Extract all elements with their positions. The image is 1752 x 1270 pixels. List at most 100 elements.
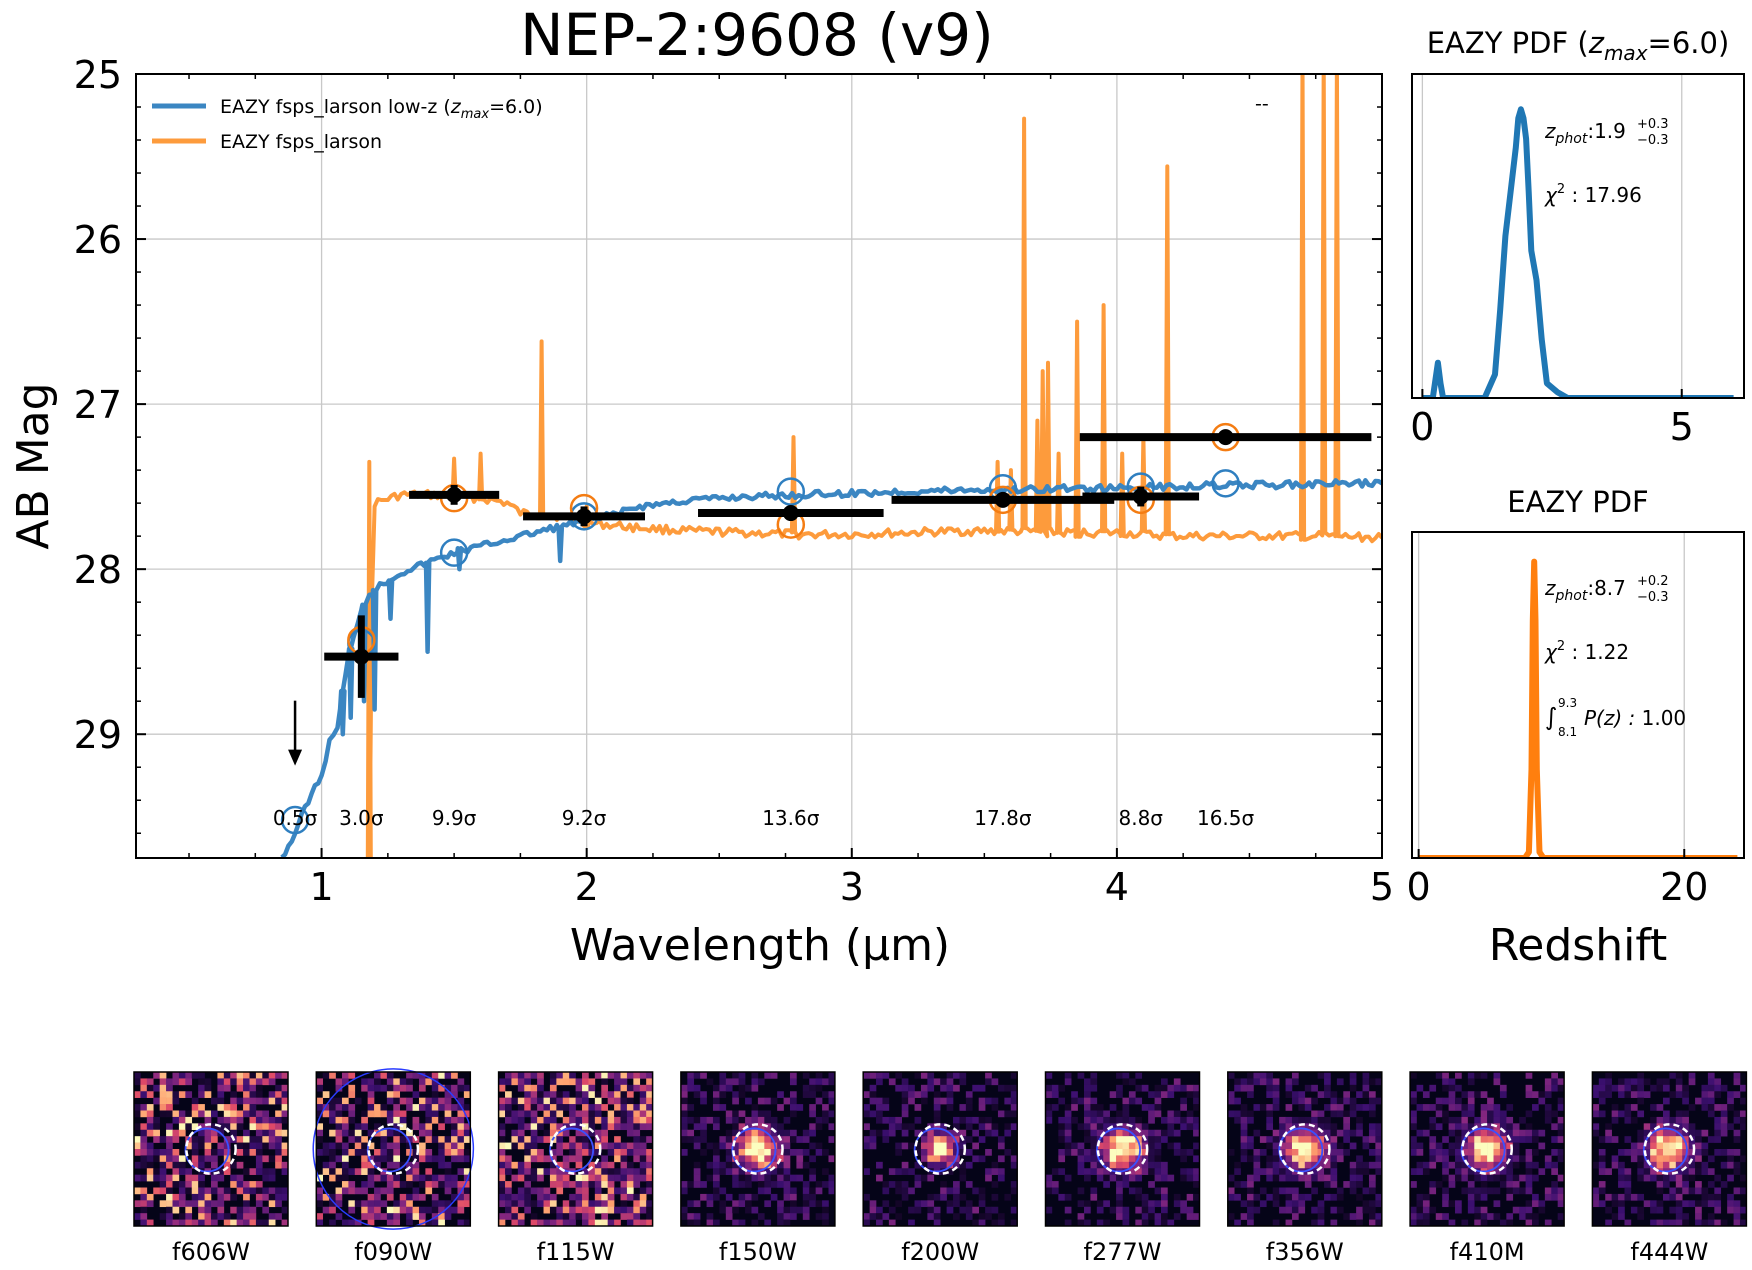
cutout-pixel [1317,1200,1325,1208]
corner-mark: -- [1255,93,1269,115]
cutout-pixel [646,1219,653,1227]
cutout-pixel [1240,1104,1248,1111]
cutout-pixel [783,1116,791,1124]
cutout-pixel [908,1084,915,1092]
cutout-pixel [693,1136,701,1143]
cutout-pixel [1173,1116,1181,1124]
cutout-pixel [211,1200,218,1208]
cutout-pixel [505,1116,512,1124]
cutout-pixel [594,1187,602,1195]
cutout-pixel [876,1078,883,1086]
cutout-pixel [946,1187,954,1195]
cutout-pixel [777,1213,784,1220]
cutout-pixel [1135,1149,1143,1156]
cutout-pixel [1311,1155,1318,1163]
cutout-pixel [1467,1129,1475,1137]
cutout-pixel [431,1174,439,1182]
cutout-pixel [1733,1091,1741,1098]
cutout-pixel [511,1097,519,1105]
cutout-pixel [607,1161,615,1169]
cutout-pixel [348,1104,356,1111]
cutout-pixel [1116,1084,1123,1092]
cutout-pixel [594,1200,602,1208]
cutout-pixel [1109,1129,1117,1137]
model-point-blue [776,477,806,506]
cutout-pixel [777,1174,784,1182]
cutout-pixel [1266,1136,1274,1143]
cutout-pixel [1227,1193,1235,1201]
cutout-aperture [732,1123,784,1175]
cutout-pixel [1116,1116,1123,1124]
cutout-pixel [1650,1142,1657,1150]
cutout-pixel [1045,1116,1053,1124]
cutout-pixel [1525,1187,1533,1195]
cutout-pixel [329,1110,336,1118]
cutout-pixel [1090,1155,1098,1163]
cutout-pixel [888,1181,896,1188]
cutout-pixel [1532,1149,1539,1156]
cutout-pixel [1071,1116,1078,1124]
cutout-pixel [1285,1219,1293,1227]
cutout-pixel [614,1116,621,1124]
cutout-pixel [1116,1174,1123,1182]
cutout-pixel [1448,1091,1456,1098]
cutout-pixel [329,1072,336,1079]
cutout-pixel [1598,1187,1606,1195]
cutout-pixel [361,1084,368,1092]
cutout-pixel [1362,1104,1370,1111]
cutout-pixel [524,1084,531,1092]
cutout-pixel [1375,1142,1383,1150]
cutout-pixel [172,1149,180,1156]
cutout-pixel [412,1174,420,1182]
cutout-pixel [863,1136,870,1143]
cutout-pixel [687,1219,695,1227]
cutout-pixel [230,1174,237,1182]
cutout-pixel [802,1084,810,1092]
cutout-pixel [594,1174,602,1182]
cutout-pixel [1592,1123,1600,1131]
cutout-pixel [1720,1149,1728,1156]
cutout-pixel [1727,1161,1734,1169]
cutout-pixel [764,1072,772,1079]
cutout-pixel [946,1168,954,1175]
cutout-pixel [412,1149,420,1156]
cutout-pixel [639,1110,647,1118]
cutout-pixel [1259,1200,1267,1208]
cutout-pixel [594,1206,602,1214]
cutout-pixel [1128,1078,1136,1086]
cutout-pixel [725,1168,733,1175]
cutout-pixel [1096,1155,1104,1163]
cutout-pixel [626,1213,634,1220]
cutout-pixel [953,1193,960,1201]
cutout-pixel [236,1072,244,1079]
cutout-pixel [1682,1084,1689,1092]
cutout-pixel [1662,1149,1670,1156]
cutout-pixel [1272,1097,1280,1105]
cutout-pixel [198,1161,205,1169]
cutout-pixel [556,1174,564,1182]
cutout-pixel [1317,1168,1325,1175]
cutout-pixel [380,1072,388,1079]
cutout-pixel [243,1200,250,1208]
cutout-pixel [367,1213,375,1220]
cutout-pixel [1096,1142,1104,1150]
cutout-pixel [1733,1219,1741,1227]
cutout-pixel [822,1078,829,1086]
cutout-pixel [341,1116,349,1124]
cutout-pixel [1557,1174,1565,1182]
cutout-pixel [159,1213,167,1220]
cutout-pixel [1186,1091,1194,1098]
cutout-pixel [822,1219,829,1227]
cutout-label: f115W [537,1238,615,1266]
cutout-pixel [1272,1104,1280,1111]
cutout-pixel [230,1097,237,1105]
cutout-pixel [1311,1110,1318,1118]
cutout-pixel [393,1142,401,1150]
cutout-pixel [1161,1078,1168,1086]
cutout-pixel [1499,1168,1507,1175]
cutout-pixel [236,1136,244,1143]
cutout-pixel [1455,1084,1462,1092]
cutout-pixel [316,1200,324,1208]
cutout-pixel [712,1181,720,1188]
cutout-pixel [1161,1129,1168,1137]
